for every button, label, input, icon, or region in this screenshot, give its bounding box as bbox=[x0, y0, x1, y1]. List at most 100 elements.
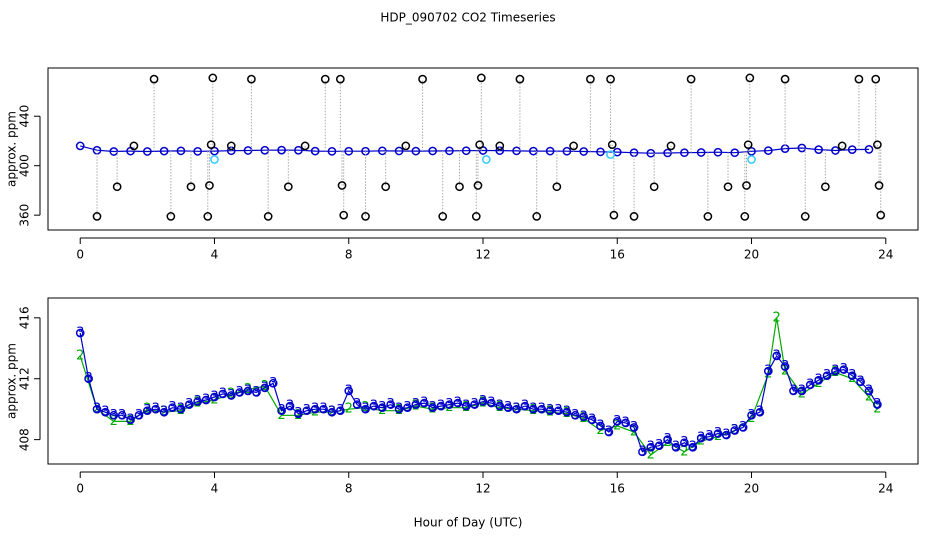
point bbox=[159, 407, 169, 417]
point bbox=[166, 212, 176, 221]
point bbox=[638, 447, 647, 457]
x-tick-label: 0 bbox=[76, 482, 84, 496]
point-label: 2 bbox=[781, 364, 789, 379]
point-label: 2 bbox=[773, 310, 781, 325]
point bbox=[738, 423, 748, 432]
point-label: 3 bbox=[856, 374, 864, 389]
point bbox=[520, 401, 530, 411]
point-label: 3 bbox=[429, 400, 437, 415]
point bbox=[235, 388, 245, 397]
point bbox=[92, 212, 102, 221]
point bbox=[713, 429, 723, 438]
point bbox=[604, 427, 614, 437]
point-label: 2 bbox=[873, 402, 881, 417]
point bbox=[101, 407, 110, 417]
point-label: 3 bbox=[403, 400, 411, 415]
point-label: 3 bbox=[244, 383, 252, 398]
point-label: 2 bbox=[126, 414, 134, 429]
point bbox=[579, 147, 589, 156]
point bbox=[831, 366, 840, 376]
point bbox=[381, 182, 391, 192]
point-label: 3 bbox=[613, 414, 621, 429]
point bbox=[747, 155, 756, 164]
point-label: 3 bbox=[496, 399, 504, 414]
point bbox=[663, 435, 672, 444]
point bbox=[243, 146, 253, 155]
point bbox=[612, 417, 622, 426]
point-label: 2 bbox=[110, 414, 118, 429]
point-label: 3 bbox=[202, 393, 210, 408]
point bbox=[646, 442, 656, 452]
point-label: 3 bbox=[630, 420, 638, 435]
point-label: 3 bbox=[370, 399, 378, 414]
point bbox=[596, 421, 605, 431]
point bbox=[606, 150, 615, 159]
point-label: 2 bbox=[462, 400, 470, 415]
point bbox=[874, 181, 884, 190]
point bbox=[218, 389, 228, 399]
point-label: 3 bbox=[806, 377, 814, 392]
point-label: 3 bbox=[93, 402, 101, 417]
point-label: 3 bbox=[705, 429, 713, 444]
point-label: 3 bbox=[286, 399, 294, 414]
point-label: 3 bbox=[353, 397, 361, 412]
point-label: 2 bbox=[194, 396, 202, 411]
point-label: 3 bbox=[504, 400, 512, 415]
point bbox=[800, 212, 810, 221]
point-label: 2 bbox=[277, 408, 285, 423]
point bbox=[159, 146, 169, 156]
point-label: 3 bbox=[319, 402, 327, 417]
point bbox=[252, 388, 261, 397]
point-label: 2 bbox=[647, 447, 655, 462]
point-label: 3 bbox=[311, 402, 319, 417]
point bbox=[327, 146, 337, 156]
point-label: 3 bbox=[546, 403, 554, 418]
point bbox=[327, 407, 337, 417]
point bbox=[629, 212, 639, 221]
point-label: 3 bbox=[831, 364, 839, 379]
point bbox=[193, 397, 203, 406]
point bbox=[562, 146, 572, 156]
point bbox=[475, 140, 484, 150]
point-label: 3 bbox=[126, 412, 134, 427]
point bbox=[401, 141, 411, 151]
point-label: 3 bbox=[747, 408, 755, 423]
point-label: 2 bbox=[429, 402, 437, 417]
y-tick-label: 412 bbox=[18, 367, 32, 390]
point bbox=[723, 182, 733, 192]
point bbox=[369, 401, 379, 411]
point bbox=[176, 146, 186, 156]
point bbox=[703, 212, 713, 221]
point bbox=[742, 181, 751, 190]
point bbox=[453, 398, 463, 408]
point bbox=[129, 141, 139, 151]
point bbox=[243, 386, 253, 396]
point-label: 3 bbox=[731, 423, 739, 438]
point bbox=[208, 73, 218, 83]
point bbox=[277, 145, 286, 155]
point bbox=[210, 155, 219, 164]
point bbox=[277, 406, 286, 416]
series-line bbox=[79, 332, 878, 453]
point bbox=[283, 182, 293, 192]
x-tick-label: 24 bbox=[878, 482, 893, 496]
y-tick-label: 416 bbox=[18, 306, 32, 329]
point-label: 3 bbox=[840, 362, 848, 377]
y-tick-label: 400 bbox=[18, 154, 32, 177]
point bbox=[377, 403, 387, 413]
point bbox=[837, 141, 847, 151]
point-label: 3 bbox=[655, 438, 663, 453]
point-label: 3 bbox=[412, 397, 420, 412]
y-tick-label: 408 bbox=[18, 428, 32, 451]
point bbox=[847, 145, 857, 154]
point bbox=[545, 406, 555, 416]
point bbox=[403, 403, 412, 413]
point bbox=[680, 438, 689, 448]
point bbox=[730, 426, 740, 435]
point bbox=[310, 146, 320, 156]
point bbox=[671, 442, 681, 452]
point-label: 3 bbox=[143, 403, 151, 418]
point bbox=[203, 212, 213, 221]
point bbox=[763, 146, 773, 155]
point bbox=[302, 406, 312, 416]
